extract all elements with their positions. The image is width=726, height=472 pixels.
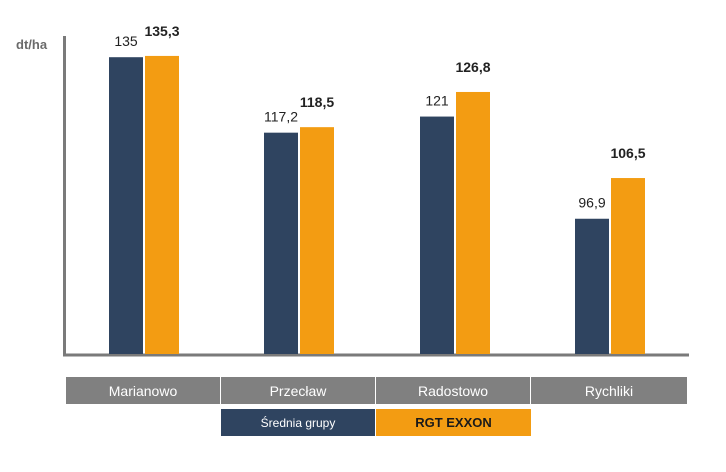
bar-rychliki-srednia <box>575 218 609 354</box>
data-label: 106,5 <box>610 145 645 161</box>
y-axis-label: dt/ha <box>16 37 48 52</box>
bar-marianowo-rgt-exxon <box>145 55 179 354</box>
data-label: 117,2 <box>264 109 298 125</box>
data-label: 118,5 <box>300 94 334 110</box>
bar-radostowo-rgt-exxon <box>456 91 490 354</box>
data-label: 121 <box>425 93 449 109</box>
bar-radostowo-srednia <box>420 116 454 354</box>
legend-label-rgt-exxon: RGT EXXON <box>415 415 492 430</box>
legend-label-srednia-grupy: Średnia grupy <box>260 415 336 430</box>
data-label: 96,9 <box>578 195 605 211</box>
category-label: Przecław <box>221 377 375 404</box>
data-label: 135 <box>114 33 138 49</box>
category-label: Marianowo <box>66 377 220 404</box>
bar-rychliki-rgt-exxon <box>611 178 645 354</box>
data-label: 135,3 <box>144 23 179 39</box>
bar-marianowo-srednia <box>109 57 143 354</box>
bar-przec-aw-srednia <box>264 132 298 354</box>
legend-item-rgt-exxon: RGT EXXON <box>376 409 531 436</box>
category-label: Radostowo <box>376 377 530 404</box>
category-label: Rychliki <box>531 377 687 404</box>
data-label: 126,8 <box>455 59 490 75</box>
legend-item-srednia-grupy: Średnia grupy <box>221 409 375 436</box>
bar-przec-aw-rgt-exxon <box>300 127 334 354</box>
